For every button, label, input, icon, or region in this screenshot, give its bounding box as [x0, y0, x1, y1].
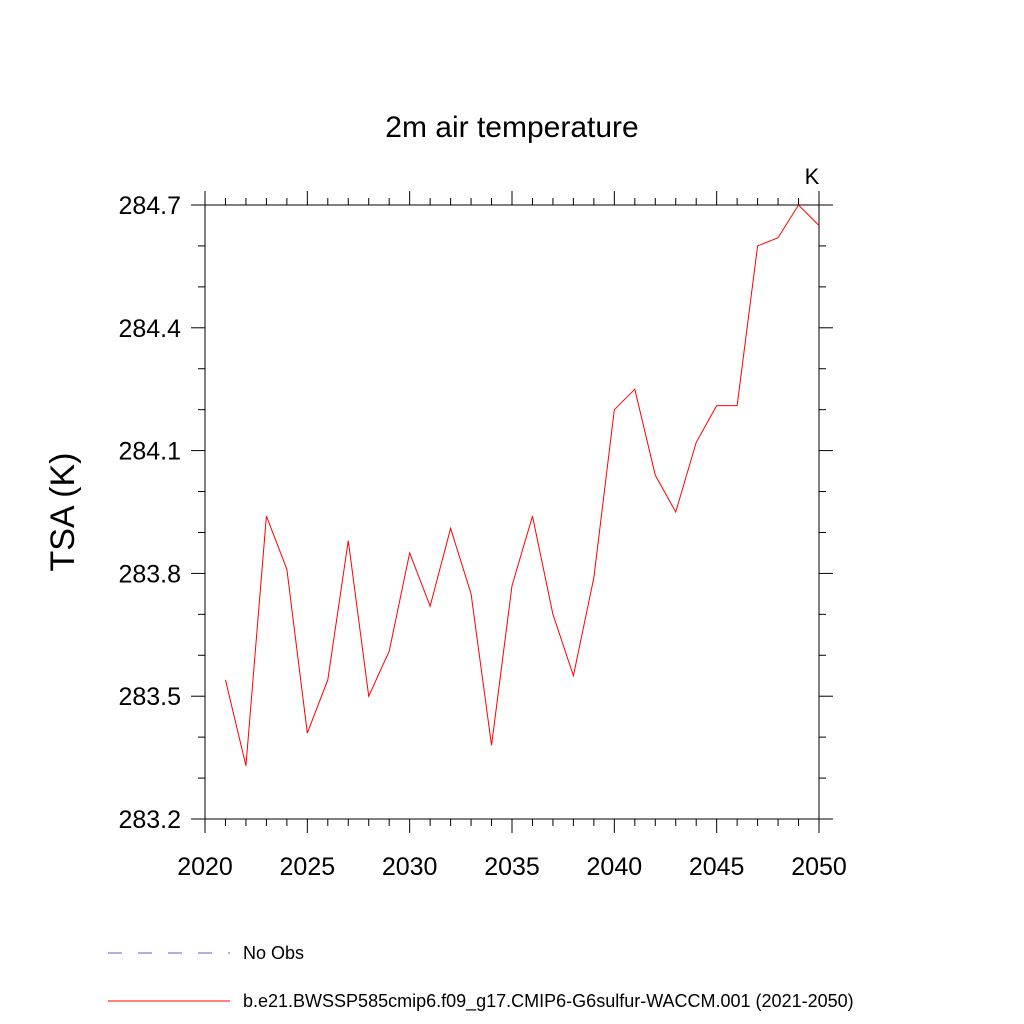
legend: No Obs b.e21.BWSSP585cmip6.f09_g17.CMIP6-… [108, 943, 854, 1012]
x-tick-label: 2030 [382, 853, 438, 881]
x-tick-labels: 2020 2025 2030 2035 2040 2045 2050 [177, 853, 847, 881]
y-tick-labels: 283.2 283.5 283.8 284.1 284.4 284.7 [118, 192, 181, 834]
x-tick-label: 2045 [689, 853, 745, 881]
y-axis-label: TSA (K) [44, 452, 82, 571]
x-tick-label: 2020 [177, 853, 233, 881]
y-tick-label: 284.1 [118, 438, 181, 466]
x-tick-label: 2050 [791, 853, 847, 881]
y-tick-label: 283.2 [118, 806, 181, 834]
x-tick-label: 2040 [587, 853, 643, 881]
y-tick-label: 284.7 [118, 192, 181, 220]
y-tick-label: 283.5 [118, 683, 181, 711]
series-line [224, 204, 820, 766]
units-label: K [805, 164, 820, 189]
series-group [224, 204, 820, 766]
legend-label: b.e21.BWSSP585cmip6.f09_g17.CMIP6-G6sulf… [243, 991, 854, 1012]
plot-frame [204, 204, 820, 820]
legend-label: No Obs [243, 943, 304, 963]
axis-ticks [191, 191, 833, 833]
y-tick-label: 284.4 [118, 315, 181, 343]
x-tick-label: 2035 [484, 853, 540, 881]
chart-title: 2m air temperature [385, 111, 638, 144]
y-tick-label: 283.8 [118, 560, 181, 588]
x-tick-label: 2025 [280, 853, 336, 881]
